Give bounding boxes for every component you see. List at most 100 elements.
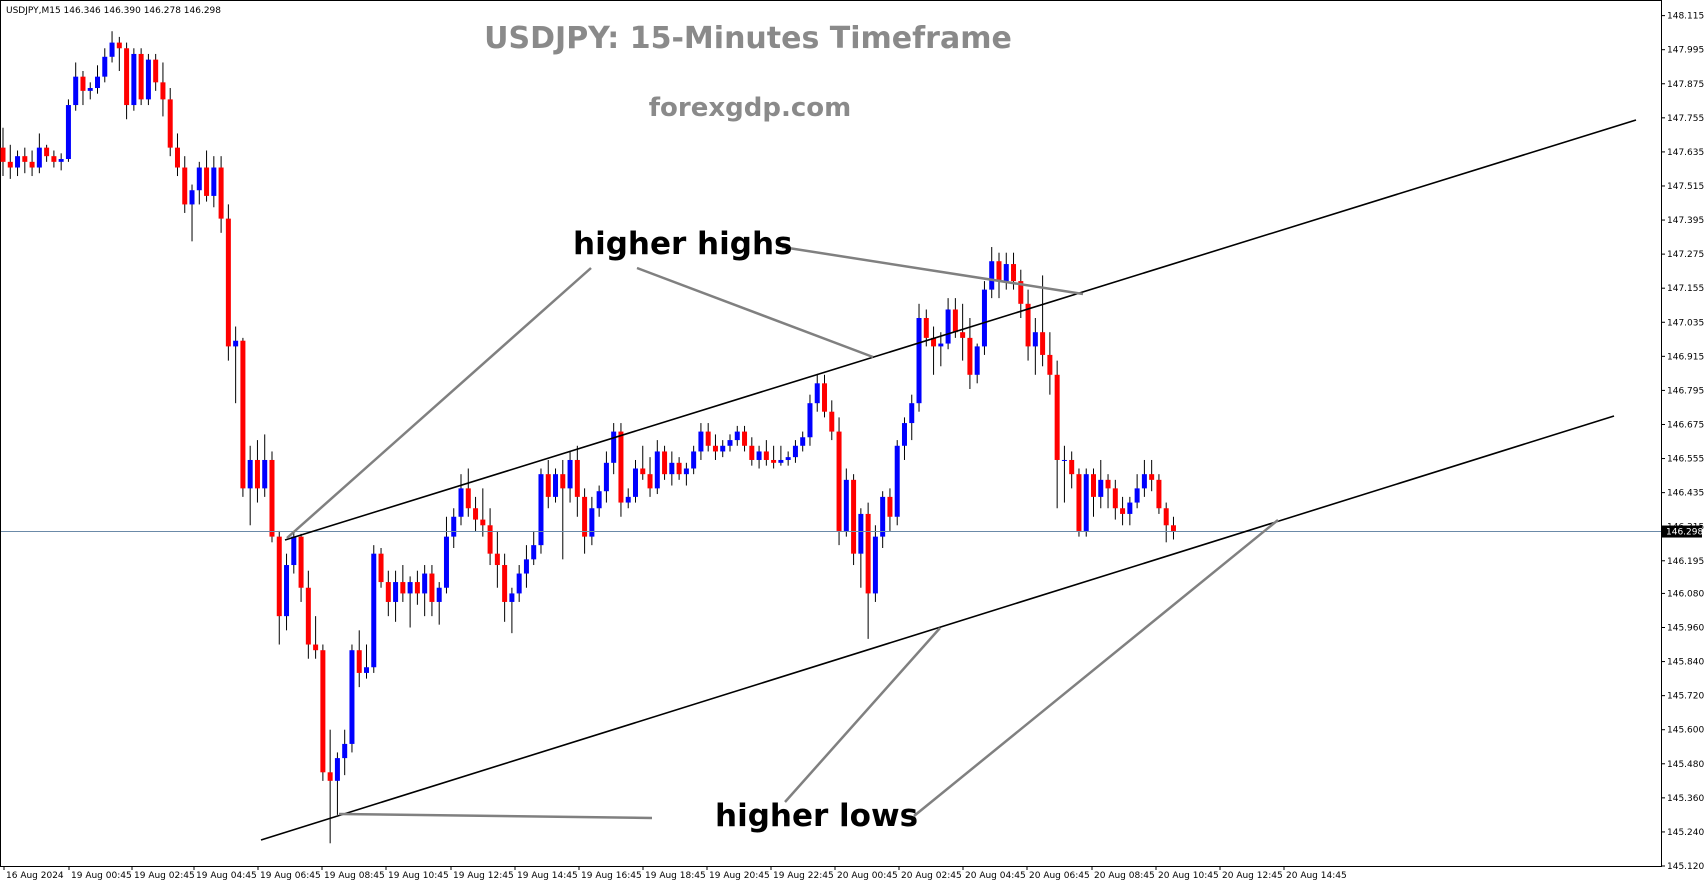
candle-body	[102, 56, 108, 77]
candle	[763, 440, 769, 466]
candle	[138, 48, 144, 106]
candle-body	[334, 758, 340, 781]
candle	[436, 582, 442, 625]
candle	[262, 434, 268, 497]
candle	[364, 644, 369, 679]
candle-body	[305, 587, 311, 645]
candle-body	[589, 508, 595, 537]
x-tick-label: 19 Aug 12:45	[453, 871, 514, 881]
candle	[102, 48, 108, 83]
x-tick-label: 19 Aug 14:45	[517, 871, 578, 881]
candle	[996, 252, 1002, 299]
x-tick-label: 19 Aug 10:45	[388, 871, 449, 881]
candle	[1141, 459, 1147, 497]
candle-body	[792, 445, 798, 458]
candle-body	[560, 474, 566, 489]
candle-body	[167, 99, 173, 148]
candle-body	[378, 553, 384, 583]
annotation-pointer-line	[781, 245, 1084, 296]
candle	[778, 445, 784, 466]
candle	[938, 332, 944, 367]
y-tick-label: 146.915	[1667, 352, 1704, 362]
candle-body	[1149, 474, 1155, 480]
candle	[1040, 275, 1046, 367]
candle-body	[603, 462, 609, 492]
candle	[167, 88, 173, 157]
candle-body	[523, 559, 529, 574]
candle-body	[1134, 488, 1140, 503]
candle-body	[872, 536, 878, 594]
candle	[7, 144, 13, 179]
candle-body	[1163, 508, 1169, 526]
candle	[1032, 318, 1038, 375]
candle-body	[516, 573, 522, 594]
candle-body	[996, 261, 1002, 282]
candle-body	[640, 468, 646, 475]
candle-body	[407, 582, 413, 594]
y-tick-label: 146.555	[1667, 455, 1704, 465]
candle-body	[502, 565, 508, 602]
y-tick-label: 147.275	[1667, 250, 1704, 260]
candle	[872, 525, 878, 602]
candle-body	[494, 553, 500, 566]
candle-body	[1032, 332, 1038, 347]
y-tick-label: 146.795	[1667, 386, 1704, 396]
candle	[618, 423, 624, 517]
candle	[800, 431, 806, 452]
candle-body	[291, 536, 297, 566]
candle	[116, 36, 122, 71]
candle-body	[676, 462, 682, 475]
candle-body	[952, 309, 958, 333]
candle	[807, 394, 813, 446]
candle-body	[109, 42, 115, 57]
candle	[1163, 502, 1169, 543]
candle-body	[451, 516, 457, 537]
annotation-higher-highs: higher highs	[573, 226, 792, 262]
candle	[36, 133, 42, 174]
candle-body	[80, 76, 86, 91]
x-tick-label: 20 Aug 14:45	[1286, 871, 1347, 881]
x-tick-label: 19 Aug 02:45	[134, 871, 195, 881]
candle	[931, 326, 937, 375]
candle-body	[458, 488, 464, 517]
candle-body	[1112, 488, 1118, 509]
candle-body	[356, 650, 362, 673]
y-tick-label: 145.960	[1667, 623, 1704, 633]
candle	[640, 445, 646, 480]
annotation-pointer-line	[636, 266, 874, 359]
candle	[647, 457, 653, 497]
candle-body	[15, 156, 21, 168]
candle-body	[327, 772, 333, 781]
candle-body	[7, 161, 13, 168]
candle	[1003, 252, 1009, 290]
candle	[305, 570, 311, 659]
candle	[756, 445, 762, 469]
candle-body	[414, 582, 420, 594]
candle	[887, 488, 893, 531]
candle-body	[756, 451, 762, 460]
candle	[269, 451, 275, 543]
candle	[785, 451, 791, 466]
candle-body	[843, 479, 849, 531]
trendlines	[260, 119, 1637, 841]
candle	[87, 82, 93, 100]
candle-body	[422, 573, 428, 594]
candle-body	[51, 156, 57, 162]
candle-body	[538, 474, 544, 546]
candle-body	[429, 573, 435, 602]
candle	[916, 303, 922, 412]
candle	[225, 204, 231, 361]
candle	[465, 468, 471, 517]
candle	[458, 474, 464, 526]
candle-body	[182, 167, 188, 205]
candle	[553, 468, 559, 503]
candle	[727, 434, 733, 452]
candle	[1018, 269, 1024, 319]
candle	[596, 485, 602, 517]
candle-body	[509, 593, 515, 602]
candle	[400, 565, 406, 602]
candle-body	[836, 431, 842, 531]
y-tick-label: 147.635	[1667, 148, 1704, 158]
candle-body	[73, 76, 79, 106]
